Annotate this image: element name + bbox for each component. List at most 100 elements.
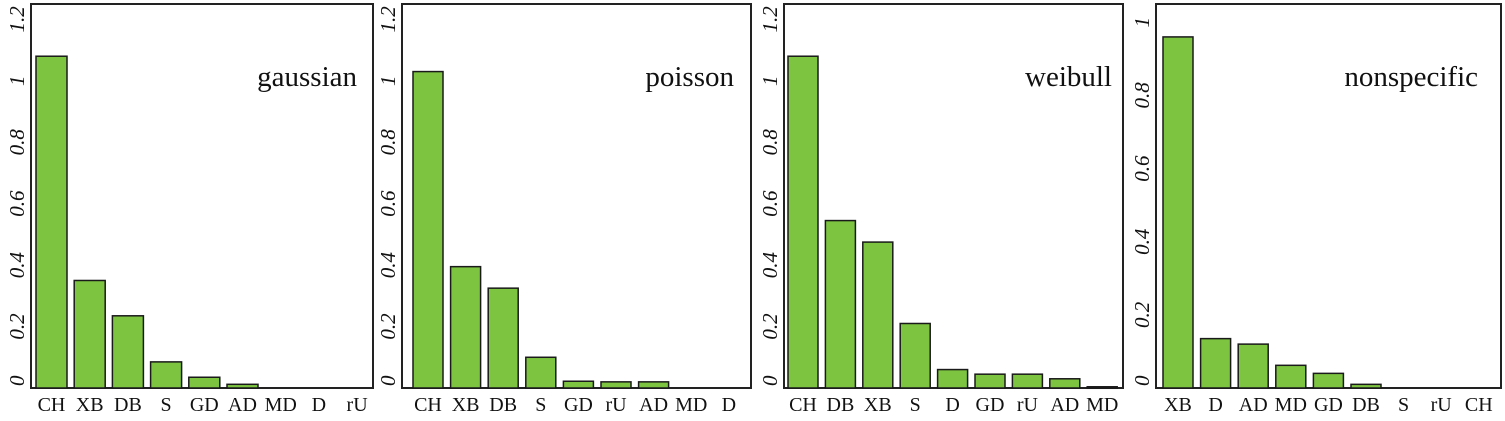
panel-weibull: weibull 0 0.2 0.4 0.6 0.8 1 1.2 CH DB XB S D GD rU AD M… [758, 3, 1124, 416]
bar [525, 356, 557, 389]
bar [1350, 383, 1382, 389]
y-tick-label: 1.2 [758, 6, 782, 33]
y-tick-label: 0.2 [758, 313, 782, 340]
bar [637, 381, 670, 389]
x-category-label: DB [1352, 394, 1380, 416]
y-tick-label: 0.8 [758, 129, 782, 156]
panel-poisson: poisson 0 0.2 0.4 0.6 0.8 1 1.2 CH XB DB S GD rU AD MD… [376, 3, 752, 416]
x-category-label: rU [347, 394, 369, 416]
bar [562, 380, 595, 389]
x-category-label: MD [1086, 394, 1118, 416]
x-category-label: AD [639, 394, 668, 416]
bar [1086, 386, 1118, 390]
bar [412, 70, 444, 389]
x-category-label: rU [1431, 394, 1453, 416]
y-tick-label: 0.6 [758, 190, 782, 217]
bar [1049, 378, 1081, 389]
x-category-label: MD [675, 394, 707, 416]
x-category-label: AD [228, 394, 257, 416]
y-tick-label: 0.6 [1130, 155, 1154, 182]
x-category-label: GD [190, 394, 219, 416]
x-category-label: rU [1017, 394, 1039, 416]
y-tick-label: 0.8 [376, 129, 400, 156]
x-category-label: XB [452, 394, 480, 416]
x-category-label: DB [827, 394, 855, 416]
x-category-label: rU [605, 394, 627, 416]
x-category-label: CH [414, 394, 442, 416]
x-category-label: XB [76, 394, 104, 416]
x-category-label: DB [114, 394, 142, 416]
y-tick-label: 0 [5, 375, 29, 386]
x-category-label: CH [1465, 394, 1493, 416]
x-category-label: DB [489, 394, 517, 416]
bar [1275, 364, 1307, 389]
y-tick-label: 1 [376, 76, 400, 87]
x-category-label: D [945, 394, 959, 416]
bar [899, 322, 931, 389]
x-category-label: MD [265, 394, 297, 416]
bar [600, 381, 632, 389]
x-category-label: CH [38, 394, 66, 416]
panel-gaussian: gaussian 0 0.2 0.4 0.6 0.8 1 1.2 CH XB DB S GD AD MD D… [5, 3, 374, 416]
bar [787, 55, 819, 389]
x-category-label: AD [1050, 394, 1079, 416]
bar [1312, 372, 1345, 389]
y-tick-label: 0 [376, 375, 400, 386]
bar [974, 373, 1006, 389]
x-category-label: XB [1164, 394, 1192, 416]
panel-title: weibull [1025, 61, 1112, 93]
bar [188, 376, 221, 389]
bar [824, 219, 857, 389]
y-tick-label: 0.4 [376, 251, 400, 278]
bar [149, 361, 183, 389]
y-tick-label: 0.6 [5, 190, 29, 217]
y-tick-label: 1.2 [5, 6, 29, 33]
y-tick-label: 1 [5, 76, 29, 87]
x-category-label: D [722, 394, 736, 416]
y-tick-label: 0 [1130, 375, 1154, 386]
panel-title: gaussian [257, 61, 357, 93]
x-category-label: MD [1275, 394, 1307, 416]
y-tick-label: 0.2 [5, 313, 29, 340]
y-tick-label: 0.2 [376, 313, 400, 340]
y-tick-label: 0.6 [376, 190, 400, 217]
bar [449, 265, 482, 389]
bar [936, 368, 969, 389]
x-category-label: AD [1239, 394, 1268, 416]
x-category-label: D [312, 394, 326, 416]
bar [35, 55, 68, 389]
y-tick-label: 0.4 [758, 251, 782, 278]
bar [862, 241, 894, 389]
x-category-label: S [1398, 394, 1409, 416]
y-tick-label: 0.4 [5, 251, 29, 278]
x-category-label: S [535, 394, 546, 416]
x-category-label: XB [864, 394, 892, 416]
bar [487, 287, 519, 389]
bar [111, 315, 145, 389]
x-category-label: D [1208, 394, 1222, 416]
y-tick-label: 0.2 [1130, 301, 1154, 328]
y-tick-label: 0.8 [5, 129, 29, 156]
y-tick-label: 0.8 [1130, 82, 1154, 109]
y-tick-label: 1 [1130, 17, 1154, 28]
bar [73, 279, 106, 389]
x-category-label: GD [976, 394, 1005, 416]
y-tick-label: 0.4 [1130, 228, 1154, 255]
y-tick-label: 1.2 [376, 6, 400, 33]
panel-title: poisson [645, 61, 734, 93]
bar [1011, 373, 1044, 389]
x-category-label: GD [1314, 394, 1343, 416]
x-category-label: S [910, 394, 921, 416]
bar [226, 383, 259, 389]
y-tick-label: 1 [758, 76, 782, 87]
bar [1162, 36, 1194, 389]
bar [1199, 337, 1232, 389]
bar [1237, 343, 1269, 389]
x-category-label: CH [789, 394, 817, 416]
y-tick-label: 0 [758, 375, 782, 386]
x-category-label: S [161, 394, 172, 416]
panel-title: nonspecific [1344, 61, 1478, 93]
